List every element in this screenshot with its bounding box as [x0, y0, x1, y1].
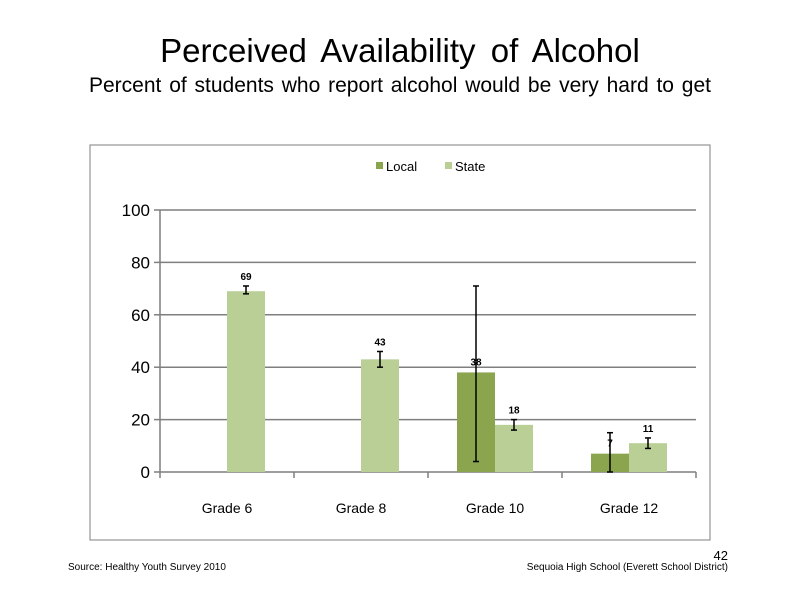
data-label: 69: [240, 272, 252, 283]
data-label: 18: [508, 406, 520, 417]
y-tick-label: 0: [141, 463, 150, 482]
legend-swatch-state: [445, 162, 452, 169]
x-tick-label: Grade 8: [336, 500, 387, 516]
bar-state-0: [227, 291, 265, 472]
data-label: 38: [470, 357, 482, 368]
x-tick-label: Grade 12: [600, 500, 659, 516]
error-bars: [243, 285, 651, 473]
bar-state-2: [495, 424, 533, 472]
legend-label-local: Local: [386, 159, 417, 174]
y-tick-label: 100: [122, 201, 150, 220]
y-tick-label: 40: [131, 358, 150, 377]
legend-label-state: State: [455, 159, 485, 174]
bars: [227, 291, 667, 472]
y-axis: 0 20 40 60 80 100: [122, 201, 161, 482]
x-tick-label: Grade 10: [466, 500, 525, 516]
y-tick-label: 80: [131, 253, 150, 272]
data-label: 11: [643, 424, 654, 435]
data-label: 7: [607, 439, 613, 450]
bar-state-1: [361, 359, 399, 472]
source-note: Source: Healthy Youth Survey 2010: [68, 562, 226, 573]
slide-number: 42: [713, 548, 728, 563]
legend: Local State: [376, 159, 485, 174]
chart-frame: [89, 144, 711, 541]
legend-swatch-local: [376, 162, 383, 169]
data-label: 43: [374, 337, 386, 348]
school-name: Sequoia High School (Everett School Dist…: [526, 562, 728, 573]
data-labels: 38 7 69 43 18 11: [240, 272, 653, 450]
page-title: Perceived Availability of Alcohol: [160, 32, 640, 69]
y-tick-label: 60: [131, 306, 150, 325]
y-tick-label: 20: [131, 411, 150, 430]
x-axis: Grade 6 Grade 8 Grade 10 Grade 12: [159, 472, 697, 516]
page-subtitle: Percent of students who report alcohol w…: [88, 74, 712, 97]
x-tick-label: Grade 6: [202, 500, 253, 516]
